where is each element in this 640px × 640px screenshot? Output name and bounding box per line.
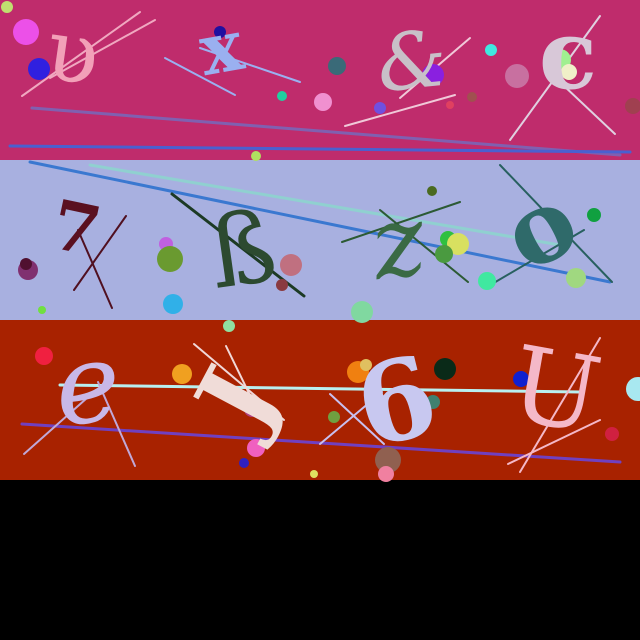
row-1-noise-lines	[8, 11, 632, 157]
row-1-noise-dots	[1, 1, 640, 114]
footer-band	[0, 480, 640, 640]
row-1-char-3: &	[373, 14, 451, 111]
row-1-band	[0, 0, 640, 160]
row-1-characters: υ x & c	[40, 0, 597, 111]
row-3-char-1: e	[48, 317, 126, 451]
row-2-noise-dots	[18, 151, 601, 323]
row-3-char-4: U	[502, 322, 610, 457]
row-3-noise-dots	[35, 320, 640, 482]
row-3-noise-lines	[20, 337, 622, 473]
row-2-char-2: ß	[203, 190, 284, 312]
row-1-char-4: c	[539, 0, 597, 111]
